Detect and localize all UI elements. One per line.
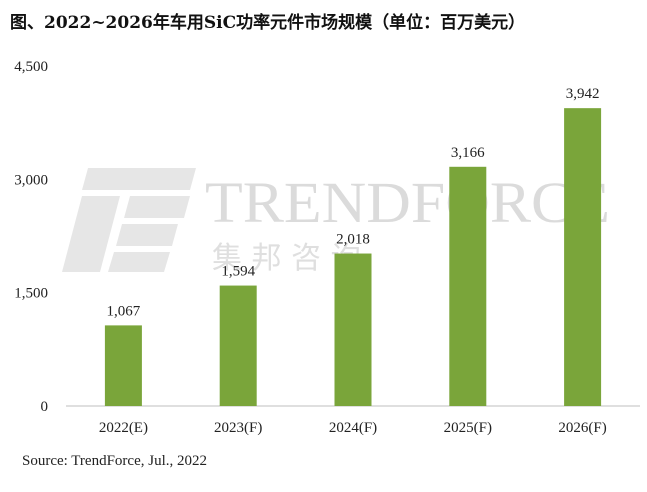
y-tick-label: 0 — [41, 399, 49, 415]
x-tick-label: 2025(F) — [444, 420, 492, 436]
bar — [564, 108, 602, 406]
trendforce-watermark: TRENDFORCE 集 邦 咨 询 — [62, 168, 610, 276]
x-tick-label: 2024(F) — [329, 420, 377, 436]
chart-axes: 0 1,500 3,000 4,500 2022(E) 2023(F) 2024(F) 202… — [14, 59, 640, 436]
bar-value-label: 2,018 — [336, 232, 370, 248]
x-tick-label: 2026(F) — [558, 420, 606, 436]
trendforce-logo-icon — [62, 168, 196, 272]
bar-value-label: 3,942 — [566, 86, 600, 102]
bar-value-label: 3,166 — [451, 145, 485, 161]
chart-title: 图、2022~2026年车用SiC功率元件市场规模（单位：百万美元） — [10, 13, 526, 33]
bars-group: 1,067 1,594 2,018 3,166 3,942 — [104, 86, 602, 406]
y-tick-label: 3,000 — [14, 172, 48, 188]
bar — [334, 253, 372, 406]
x-tick-label: 2023(F) — [214, 420, 262, 436]
bar-value-label: 1,594 — [221, 264, 255, 280]
bar — [219, 285, 257, 406]
watermark-brand: TRENDFORCE — [205, 170, 610, 235]
bar-value-label: 1,067 — [107, 303, 141, 319]
y-tick-label: 1,500 — [14, 286, 48, 302]
bar — [104, 325, 142, 406]
y-tick-label: 4,500 — [14, 59, 48, 75]
x-tick-label: 2022(E) — [99, 420, 148, 436]
source-note: Source: TrendForce, Jul., 2022 — [22, 453, 207, 469]
bar — [449, 166, 487, 406]
